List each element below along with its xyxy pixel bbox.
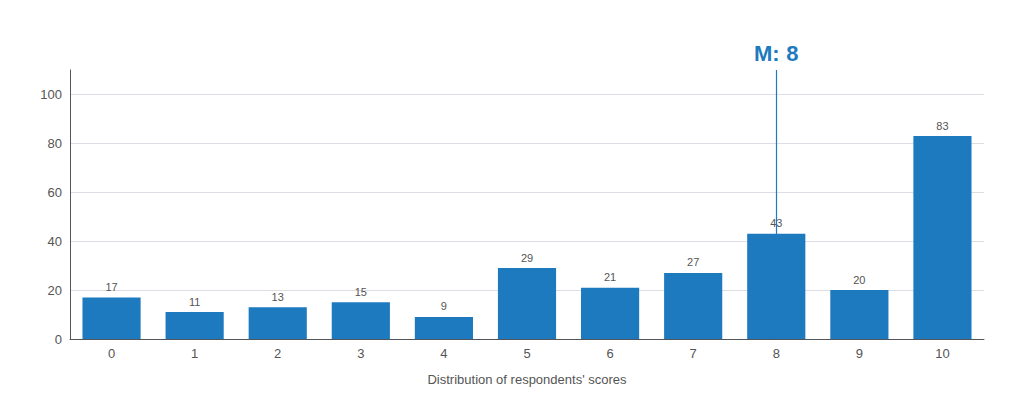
svg-text:80: 80	[48, 136, 62, 151]
svg-text:8: 8	[773, 346, 780, 361]
svg-text:40: 40	[48, 234, 62, 249]
svg-text:7: 7	[690, 346, 697, 361]
svg-text:17: 17	[105, 281, 117, 293]
svg-text:0: 0	[55, 332, 62, 347]
svg-text:21: 21	[604, 271, 616, 283]
svg-text:27: 27	[687, 256, 699, 268]
svg-text:29: 29	[521, 252, 533, 264]
svg-text:20: 20	[853, 274, 865, 286]
svg-text:M:: M:	[754, 41, 780, 66]
svg-text:60: 60	[48, 185, 62, 200]
svg-text:9: 9	[856, 346, 863, 361]
svg-text:43: 43	[770, 217, 783, 230]
svg-text:9: 9	[441, 300, 447, 312]
svg-text:10: 10	[935, 346, 949, 361]
svg-text:11: 11	[189, 296, 200, 308]
svg-text:83: 83	[936, 120, 948, 132]
svg-text:15: 15	[355, 286, 367, 298]
svg-text:2: 2	[274, 346, 281, 361]
svg-text:8: 8	[786, 41, 798, 66]
svg-text:Distribution of respondents' s: Distribution of respondents' scores	[427, 372, 627, 387]
svg-text:100: 100	[40, 87, 62, 102]
svg-text:20: 20	[48, 283, 62, 298]
svg-text:5: 5	[523, 346, 530, 361]
svg-text:4: 4	[440, 346, 447, 361]
svg-text:3: 3	[357, 346, 364, 361]
svg-text:0: 0	[108, 346, 115, 361]
svg-text:1: 1	[191, 346, 198, 361]
svg-text:13: 13	[272, 291, 284, 303]
svg-text:6: 6	[606, 346, 613, 361]
